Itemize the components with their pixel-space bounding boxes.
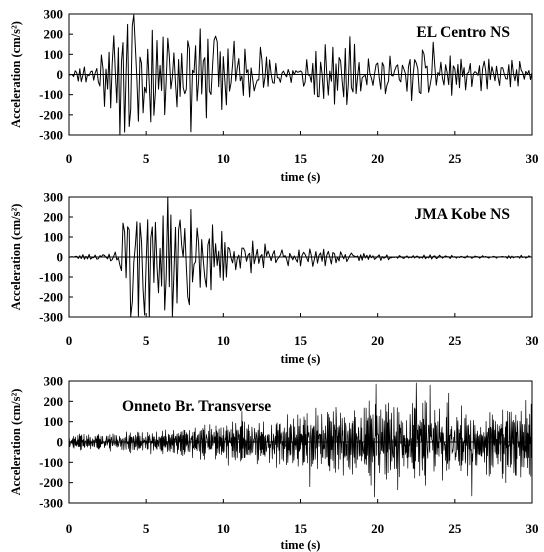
y-tick-label: -100 (39, 87, 63, 102)
y-tick-label: 200 (44, 27, 64, 42)
y-tick-label: -200 (39, 475, 63, 490)
series-line (68, 14, 533, 136)
x-tick-label: 10 (217, 521, 230, 536)
y-tick-label: 0 (57, 435, 64, 450)
x-tick-label: 15 (294, 151, 308, 166)
x-tick-label: 25 (448, 521, 462, 536)
y-tick-label: -300 (39, 310, 63, 325)
y-tick-label: 100 (44, 414, 64, 429)
y-tick-label: -300 (39, 496, 63, 511)
y-tick-label: 100 (44, 230, 64, 245)
y-axis-label: Acceleration (cm/s²) (9, 21, 23, 128)
y-axis-label: Acceleration (cm/s²) (9, 204, 23, 311)
x-axis-label: time (s) (281, 538, 321, 552)
x-tick-label: 20 (371, 521, 384, 536)
y-tick-label: 0 (57, 67, 64, 82)
x-tick-label: 0 (66, 521, 73, 536)
x-tick-label: 20 (371, 333, 384, 348)
y-tick-label: -200 (39, 107, 63, 122)
x-tick-label: 0 (66, 151, 73, 166)
y-tick-label: -100 (39, 455, 63, 470)
y-tick-label: 100 (44, 47, 64, 62)
x-tick-label: 15 (294, 333, 308, 348)
x-tick-label: 25 (448, 151, 462, 166)
y-tick-label: 300 (44, 374, 64, 389)
y-tick-label: 0 (57, 250, 64, 265)
chart-title: Onneto Br. Transverse (122, 398, 271, 415)
y-tick-label: 300 (44, 7, 64, 22)
series-line (68, 382, 533, 498)
x-axis-label: time (s) (281, 352, 321, 366)
x-tick-label: 0 (66, 333, 73, 348)
y-tick-label: -300 (39, 128, 63, 143)
y-tick-label: -200 (39, 290, 63, 305)
x-tick-label: 30 (526, 521, 539, 536)
x-tick-label: 10 (217, 151, 230, 166)
y-tick-label: -100 (39, 270, 63, 285)
x-axis-label: time (s) (281, 170, 321, 184)
x-tick-label: 15 (294, 521, 308, 536)
y-axis-label: Acceleration (cm/s²) (9, 389, 23, 496)
y-tick-label: 200 (44, 394, 64, 409)
x-tick-label: 25 (448, 333, 462, 348)
x-tick-label: 30 (526, 333, 539, 348)
x-tick-label: 30 (526, 151, 539, 166)
y-tick-label: 200 (44, 210, 64, 225)
series-line (68, 196, 532, 318)
x-tick-label: 5 (143, 151, 150, 166)
chart-title: EL Centro NS (416, 24, 510, 41)
x-tick-label: 5 (143, 521, 150, 536)
x-tick-label: 10 (217, 333, 230, 348)
chart-title: JMA Kobe NS (414, 206, 510, 223)
x-tick-label: 20 (371, 151, 384, 166)
x-tick-label: 5 (143, 333, 150, 348)
y-tick-label: 300 (44, 190, 64, 205)
